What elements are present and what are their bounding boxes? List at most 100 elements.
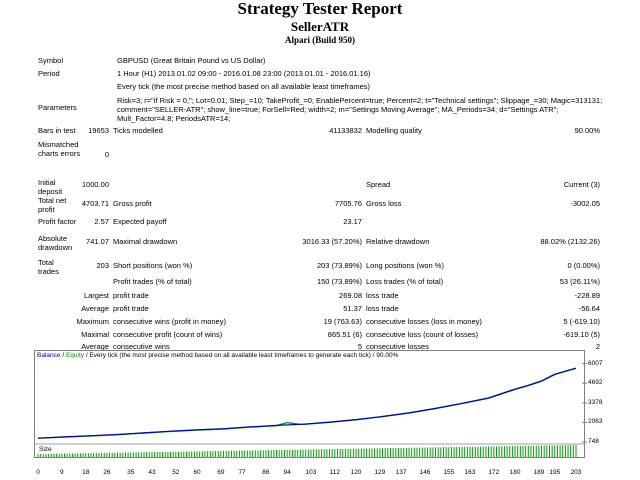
largest-label: Largest — [83, 291, 109, 300]
grossprofit-label: Gross profit — [113, 199, 152, 208]
pf-value: 2.57 — [94, 217, 109, 226]
x-tick-label: 129 — [374, 469, 386, 476]
netprofit-value: 4703.71 — [81, 199, 109, 208]
average-profit-label: profit trade — [113, 304, 149, 313]
grossloss-label: Gross loss — [366, 199, 402, 208]
pf-label: Profit factor — [38, 217, 77, 226]
x-tick-label: 69 — [217, 469, 225, 476]
legend-equity: Equity — [65, 352, 85, 359]
profit-trades-label: Profit trades (% of total) — [113, 277, 192, 286]
chart-legend: Balance / Equity / Every tick (the most … — [37, 352, 398, 360]
y-tick-label: 748 — [588, 438, 599, 445]
netprofit-label: Total net profit — [38, 196, 67, 214]
reldd-label: Relative drawdown — [366, 237, 430, 246]
parameters-value: Risk=3; r="if Risk = 0,"; Lot=0.01; Step… — [117, 96, 603, 123]
quality-label: Modelling quality — [366, 126, 422, 135]
mismatched-value: 0 — [104, 150, 109, 159]
x-tick-label: 52 — [172, 469, 180, 476]
short-value: 203 (73.89%) — [316, 261, 362, 270]
average-profit-value: 51.37 — [343, 304, 362, 313]
mismatched-label: Mismatched charts errors — [38, 140, 81, 158]
maximal-loss-value: -619.10 (5) — [563, 330, 600, 339]
maximal-loss-label: consecutive loss (count of losses) — [366, 330, 479, 339]
x-tick-label: 146 — [419, 469, 431, 476]
parameters-label: Parameters — [38, 103, 77, 112]
max-wins-value: 19 (763.63) — [323, 317, 362, 326]
max-losses-label: consecutive losses (loss in money) — [366, 317, 482, 326]
x-tick-label: 43 — [148, 469, 156, 476]
deposit-value: 1000.00 — [81, 180, 109, 189]
payoff-label: Expected payoff — [113, 217, 167, 226]
size-label: Size — [39, 446, 52, 453]
max-wins-label: consecutive wins (profit in money) — [113, 317, 226, 326]
largest-loss-value: -228.89 — [574, 291, 600, 300]
maximal-profit-value: 865.51 (6) — [327, 330, 362, 339]
largest-profit-value: 269.08 — [339, 291, 362, 300]
x-tick-label: 155 — [443, 469, 455, 476]
reldd-value: 88.02% (2132.26) — [540, 237, 600, 246]
balance-line — [37, 367, 577, 439]
x-tick-label: 163 — [464, 469, 476, 476]
symbol-label: Symbol — [38, 56, 64, 65]
maximal-label: Maximal — [81, 330, 109, 339]
x-tick-label: 180 — [509, 469, 521, 476]
maximal-profit-label: consecutive profit (count of wins) — [113, 330, 223, 339]
bars-value: 19653 — [88, 126, 109, 135]
broker-build: Alpari (Build 950) — [284, 35, 355, 45]
avg-label: Average — [81, 342, 109, 351]
chart-frame — [34, 350, 585, 458]
x-tick-label: 60 — [193, 469, 201, 476]
grossloss-value: -3002.05 — [570, 199, 600, 208]
avg-wins-value: 5 — [357, 342, 362, 351]
x-tick-label: 18 — [82, 469, 90, 476]
y-tick-label: 4692 — [588, 379, 603, 387]
short-label: Short positions (won %) — [113, 261, 193, 270]
payoff-value: 23.17 — [343, 217, 362, 226]
balance-chart — [34, 350, 587, 458]
spread-label: Spread — [366, 180, 391, 189]
long-value: 0 (0.00%) — [567, 261, 600, 270]
absdd-value: 741.07 — [86, 237, 109, 246]
loss-trades-label: Loss trades (% of total) — [366, 277, 444, 286]
x-tick-label: 9 — [60, 469, 64, 476]
absdd-label: Absolute drawdown — [38, 234, 73, 252]
max-losses-value: 5 (-619.10) — [563, 317, 600, 326]
avg-wins-label: consecutive wins — [113, 342, 170, 351]
average-label: Average — [81, 304, 109, 313]
grossprofit-value: 7705.76 — [334, 199, 362, 208]
long-label: Long positions (won %) — [366, 261, 444, 270]
maximum-label: Maximum — [76, 317, 109, 326]
x-tick-label: 112 — [329, 469, 340, 476]
period-label: Period — [38, 69, 60, 78]
x-tick-label: 195 — [549, 469, 561, 476]
profit-trades-value: 150 (73.89%) — [316, 277, 362, 286]
x-tick-label: 137 — [395, 469, 407, 476]
expert-name: SellerATR — [290, 19, 350, 34]
avg-losses-value: 2 — [595, 342, 600, 351]
bars-label: Bars in test — [38, 126, 76, 135]
legend-balance: Balance — [37, 352, 61, 359]
y-tick-label: 2063 — [588, 418, 603, 426]
x-tick-label: 120 — [350, 469, 362, 476]
x-tick-label: 86 — [262, 469, 270, 476]
period-value: 1 Hour (H1) 2013.01.02 09:00 - 2016.01.0… — [117, 69, 371, 78]
trades-label: Total trades — [38, 258, 59, 276]
x-tick-label: 189 — [533, 469, 545, 476]
trades-value: 203 — [96, 261, 109, 270]
x-tick-label: 35 — [127, 469, 135, 476]
quality-value: 90.00% — [574, 126, 600, 135]
largest-loss-label: loss trade — [366, 291, 399, 300]
largest-profit-label: profit trade — [113, 291, 149, 300]
y-tick-label: 3378 — [588, 398, 603, 406]
legend-sep: / — [62, 352, 65, 359]
y-tick-label: 6007 — [588, 359, 603, 367]
model-value: Every tick (the most precise method base… — [117, 82, 371, 91]
x-tick-label: 94 — [283, 469, 291, 476]
average-loss-value: -56.64 — [578, 304, 600, 313]
symbol-value: GBPUSD (Great Britain Pound vs US Dollar… — [117, 56, 266, 65]
x-tick-label: 203 — [570, 469, 582, 476]
spread-value: Current (3) — [563, 180, 600, 189]
x-tick-label: 26 — [103, 469, 111, 476]
avg-losses-label: consecutive losses — [366, 342, 429, 351]
x-tick-label: 77 — [238, 469, 246, 476]
